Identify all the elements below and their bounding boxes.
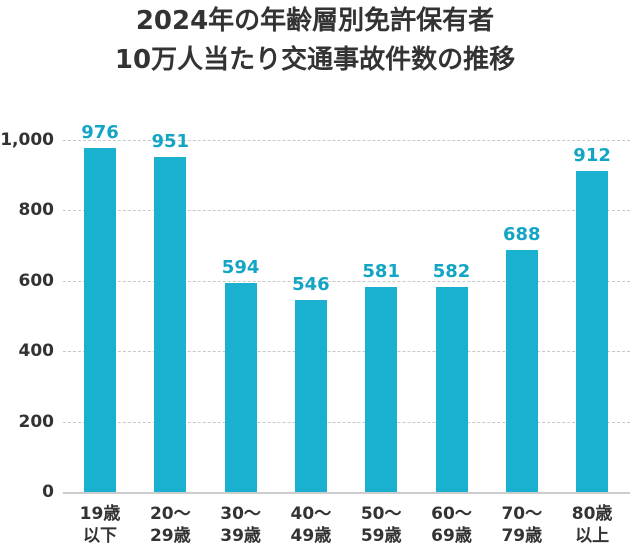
x-category-label: 50～ 59歳	[346, 503, 416, 547]
bar-value-label: 912	[573, 144, 611, 166]
x-category-label-line1: 50～	[360, 504, 402, 524]
bar-value-label: 688	[503, 223, 541, 245]
x-category-label-line2: 29歳	[149, 526, 191, 546]
x-axis-line	[63, 492, 630, 494]
bar	[154, 157, 187, 492]
bar	[84, 148, 116, 492]
bar-value-label: 951	[151, 131, 190, 153]
x-category-label: 30～ 39歳	[206, 503, 276, 547]
bar-value-label: 546	[292, 273, 330, 295]
x-category-label-line1: 70～	[501, 504, 543, 524]
bar	[365, 287, 398, 492]
y-tick-label: 200	[18, 411, 55, 432]
x-category-label-line1: 40～	[290, 504, 332, 524]
gridline	[63, 351, 630, 353]
bar	[294, 299, 327, 492]
gridline	[63, 140, 630, 141]
x-category-label: 20～ 29歳	[135, 503, 205, 547]
x-category-label-line2: 39歳	[220, 526, 261, 546]
x-category-label: 40～ 49歳	[276, 503, 346, 547]
bar-value-label: 581	[362, 261, 400, 283]
bar	[576, 170, 609, 492]
chart-title-line1: 2024年の年齢層別免許保有者	[135, 6, 495, 36]
x-category-label-line2: 79歳	[501, 526, 543, 546]
x-category-label-line2: 59歳	[360, 526, 402, 546]
x-category-label-line1: 30～	[220, 504, 261, 524]
x-category-label: 60～ 69歳	[417, 503, 487, 547]
x-category-label: 80歳 以上	[557, 503, 627, 547]
x-category-label-line2: 69歳	[431, 526, 472, 546]
gridline	[63, 280, 630, 282]
gridline	[63, 210, 630, 212]
bar	[224, 282, 257, 492]
x-category-label-line1: 19歳	[79, 504, 121, 524]
x-category-label-line1: 60～	[431, 504, 472, 524]
x-category-label-line2: 以上	[575, 526, 610, 546]
x-category-label-line2: 49歳	[290, 526, 332, 546]
bar-value-label: 582	[432, 261, 471, 283]
y-tick-label: 0	[42, 482, 54, 502]
bar	[435, 287, 468, 492]
bar-value-label: 594	[221, 256, 260, 278]
bar	[505, 249, 538, 492]
x-category-label: 70～ 79歳	[487, 503, 557, 547]
y-tick-label: 800	[18, 200, 55, 221]
x-category-label: 19歳 以下	[65, 503, 135, 547]
bar-value-label: 976	[81, 122, 119, 144]
gridline	[63, 421, 630, 423]
y-tick-label: 600	[18, 270, 55, 291]
x-category-label-line2: 以下	[83, 526, 117, 546]
x-category-label-line1: 80歳	[571, 504, 613, 524]
x-category-label-line1: 20～	[149, 504, 191, 524]
y-tick-label: 400	[18, 341, 55, 362]
y-tick-label: 1,000	[0, 130, 54, 150]
chart-title-line2: 10万人当たり交通事故件数の推移	[114, 45, 516, 75]
